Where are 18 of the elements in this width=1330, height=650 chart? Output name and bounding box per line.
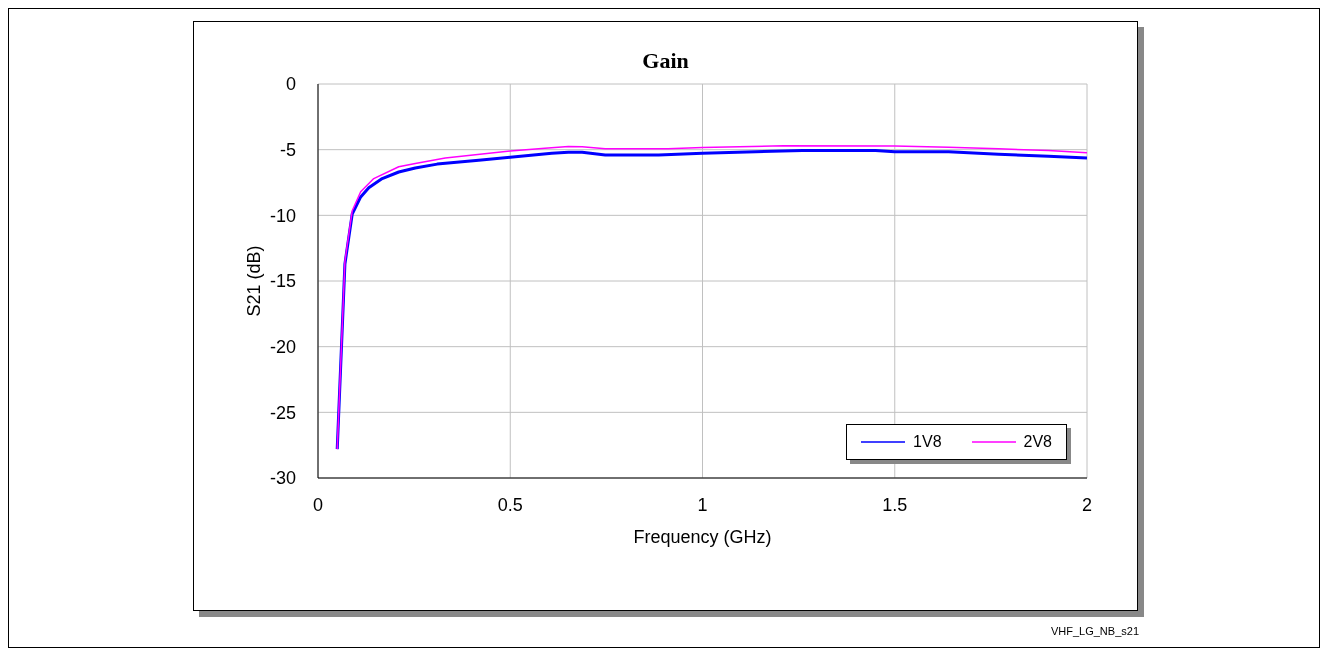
legend-label: 2V8 [1023,433,1052,451]
legend-label: 1V8 [913,433,942,451]
y-tick-label: -30 [269,468,296,489]
x-tick-label: 1.5 [882,494,908,515]
y-axis-title: S21 (dB) [244,245,265,317]
y-tick-label: -10 [269,205,296,226]
y-tick-label: 0 [285,74,296,95]
y-tick-label: -20 [269,337,296,358]
chart-title: Gain [641,48,690,74]
x-axis-title: Frequency (GHz) [633,526,772,547]
x-tick-label: 0 [312,494,324,515]
x-tick-label: 0.5 [497,494,523,515]
x-tick-label: 1 [697,494,708,515]
y-tick-label: -25 [269,402,296,423]
x-tick-label: 2 [1081,494,1093,515]
text: VHF_LG_NB_s21 [1050,625,1139,637]
y-tick-label: -15 [269,271,296,292]
y-tick-label: -5 [279,140,296,161]
